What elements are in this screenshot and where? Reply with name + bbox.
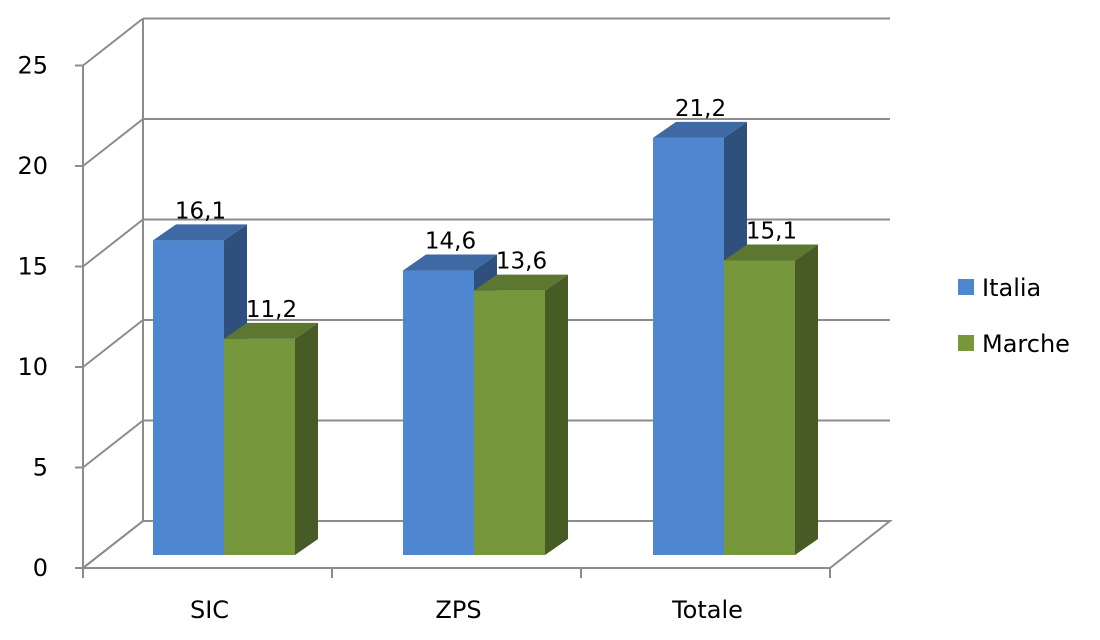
gridline-side <box>82 520 144 569</box>
y-tick-label: 20 <box>17 152 48 180</box>
data-label: 21,2 <box>675 96 726 122</box>
y-tick-label: 0 <box>33 554 48 582</box>
bar <box>474 290 545 555</box>
bar-top <box>224 322 318 339</box>
bar <box>403 270 474 555</box>
bar-top <box>153 224 247 241</box>
legend: Italia Marche <box>958 274 1070 358</box>
bar-top <box>403 254 497 271</box>
y-tick-label: 5 <box>33 454 48 482</box>
x-tick-label: ZPS <box>435 596 481 624</box>
y-tick-label: 25 <box>17 52 48 80</box>
bar-top <box>724 244 818 261</box>
data-label: 16,1 <box>175 198 226 224</box>
legend-label: Italia <box>982 274 1041 302</box>
data-label: 15,1 <box>746 218 797 244</box>
bar-side <box>295 322 318 555</box>
gridline-side <box>82 319 144 368</box>
axes <box>75 18 831 578</box>
x-tick-label: SIC <box>190 596 229 624</box>
bar <box>653 137 724 555</box>
gridline-side <box>82 218 144 268</box>
data-label: 13,6 <box>496 249 547 275</box>
bar <box>153 240 224 555</box>
gridline-side <box>82 118 144 167</box>
bar-top <box>474 274 568 291</box>
legend-swatch <box>958 335 974 351</box>
bar-side <box>545 274 568 555</box>
data-label: 14,6 <box>425 229 476 255</box>
labels: 0 5 10 15 20 25 16,1 11,2 SIC 14,6 13,6 ZPS 21,2 15,1… <box>17 52 797 625</box>
data-label: 11,2 <box>246 297 297 323</box>
bars <box>153 121 818 556</box>
gridline-side <box>82 419 144 469</box>
bar <box>724 260 795 555</box>
legend-swatch <box>958 279 974 295</box>
bar <box>224 338 295 555</box>
gridline-side <box>82 17 144 67</box>
bar-top <box>653 121 747 138</box>
x-tick-label: Totale <box>671 596 743 624</box>
y-tick-label: 15 <box>17 253 48 281</box>
bar-side <box>795 244 818 556</box>
legend-label: Marche <box>982 330 1070 358</box>
y-tick-label: 10 <box>17 353 48 381</box>
